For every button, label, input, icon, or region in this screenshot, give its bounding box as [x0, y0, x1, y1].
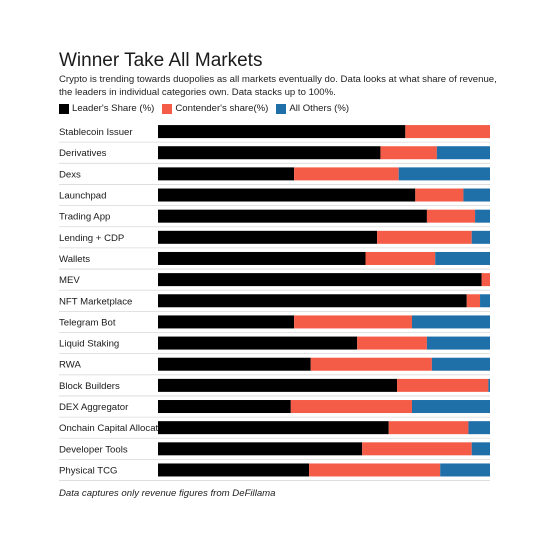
- bar-segment-contender: [294, 167, 399, 181]
- category-label: Trading App: [59, 212, 110, 223]
- category-label: Telegram Bot: [59, 317, 116, 328]
- bar-segment-leader: [158, 463, 310, 477]
- bar-segment-others: [468, 421, 490, 435]
- bar-segment-leader: [158, 273, 482, 287]
- bar-segment-others: [426, 336, 490, 350]
- category-label: Derivatives: [59, 148, 107, 159]
- bar-segment-others: [488, 378, 490, 392]
- bar-segment-contender: [294, 315, 412, 329]
- bar-segment-contender: [362, 442, 472, 456]
- legend-label-others: All Others (%): [289, 103, 350, 114]
- category-label: RWA: [59, 360, 81, 371]
- bar-segment-leader: [158, 230, 378, 244]
- bar-segment-leader: [158, 442, 363, 456]
- legend-swatch-others: [276, 103, 287, 114]
- legend-swatch-contender: [162, 103, 173, 114]
- bar-segment-contender: [466, 294, 481, 308]
- bar-segment-others: [471, 442, 490, 456]
- bar-segment-leader: [158, 294, 467, 308]
- bar-segment-leader: [158, 400, 291, 414]
- bar-segment-contender: [310, 357, 432, 371]
- legend-label-contender: Contender's share(%): [175, 103, 269, 114]
- bar-segment-contender: [388, 421, 469, 435]
- bar-segment-others: [463, 188, 490, 202]
- legend-label-leader: Leader's Share (%): [72, 103, 155, 114]
- bar-segment-contender: [415, 188, 464, 202]
- bar-segment-leader: [158, 251, 366, 265]
- bar-segment-others: [436, 146, 490, 160]
- bar-segment-leader: [158, 357, 311, 371]
- legend-item-leader: Leader's Share (%): [59, 103, 154, 114]
- legend-item-contender: Contender's share(%): [162, 103, 268, 114]
- bar-segment-others: [475, 209, 490, 223]
- category-label: Block Builders: [59, 381, 120, 392]
- bar-segment-leader: [158, 315, 295, 329]
- category-label: Launchpad: [59, 191, 106, 202]
- bar-segment-contender: [380, 146, 437, 160]
- bar-segment-leader: [158, 209, 427, 223]
- bar-segment-contender: [405, 125, 490, 139]
- bar-segment-contender: [357, 336, 427, 350]
- bar-segment-others: [435, 251, 490, 265]
- bar-segment-others: [398, 167, 490, 181]
- bar-segment-contender: [481, 273, 490, 287]
- bar-segment-leader: [158, 188, 416, 202]
- bar-segment-leader: [158, 146, 381, 160]
- legend: Leader's Share (%) Contender's share(%) …: [59, 103, 349, 114]
- chart-subtitle: Crypto is trending towards duopolies as …: [59, 74, 497, 98]
- bar-segment-others: [411, 315, 490, 329]
- bar-segment-contender: [397, 378, 489, 392]
- bar-segment-others: [471, 230, 490, 244]
- category-label: Dexs: [59, 169, 81, 180]
- chart-title: Winner Take All Markets: [59, 50, 263, 71]
- chart-footnote: Data captures only revenue figures from …: [59, 488, 276, 499]
- category-label: Stablecoin Issuer: [59, 127, 133, 138]
- category-label: Physical TCG: [59, 465, 117, 476]
- bar-segment-contender: [377, 230, 472, 244]
- category-label: Wallets: [59, 254, 90, 265]
- bar-segment-leader: [158, 378, 398, 392]
- bar-segment-leader: [158, 336, 358, 350]
- bar-segment-leader: [158, 421, 389, 435]
- bar-segment-leader: [158, 167, 295, 181]
- legend-item-others: All Others (%): [276, 103, 349, 114]
- category-label: DEX Aggregator: [59, 402, 129, 413]
- category-label: Onchain Capital Allocator: [59, 423, 168, 434]
- bar-segment-others: [431, 357, 490, 371]
- bar-segment-others: [480, 294, 490, 308]
- category-label: MEV: [59, 275, 80, 286]
- category-label: Developer Tools: [59, 444, 128, 455]
- legend-swatch-leader: [59, 103, 69, 114]
- category-label: Liquid Staking: [59, 339, 119, 350]
- bar-segment-contender: [365, 251, 436, 265]
- bar-segment-contender: [426, 209, 476, 223]
- bar-segment-others: [411, 400, 490, 414]
- bar-segment-contender: [309, 463, 441, 477]
- bar-segment-leader: [158, 125, 406, 139]
- bar-segment-contender: [290, 400, 412, 414]
- category-label: Lending + CDP: [59, 233, 124, 244]
- category-label: NFT Marketplace: [59, 296, 132, 307]
- bar-segment-others: [440, 463, 490, 477]
